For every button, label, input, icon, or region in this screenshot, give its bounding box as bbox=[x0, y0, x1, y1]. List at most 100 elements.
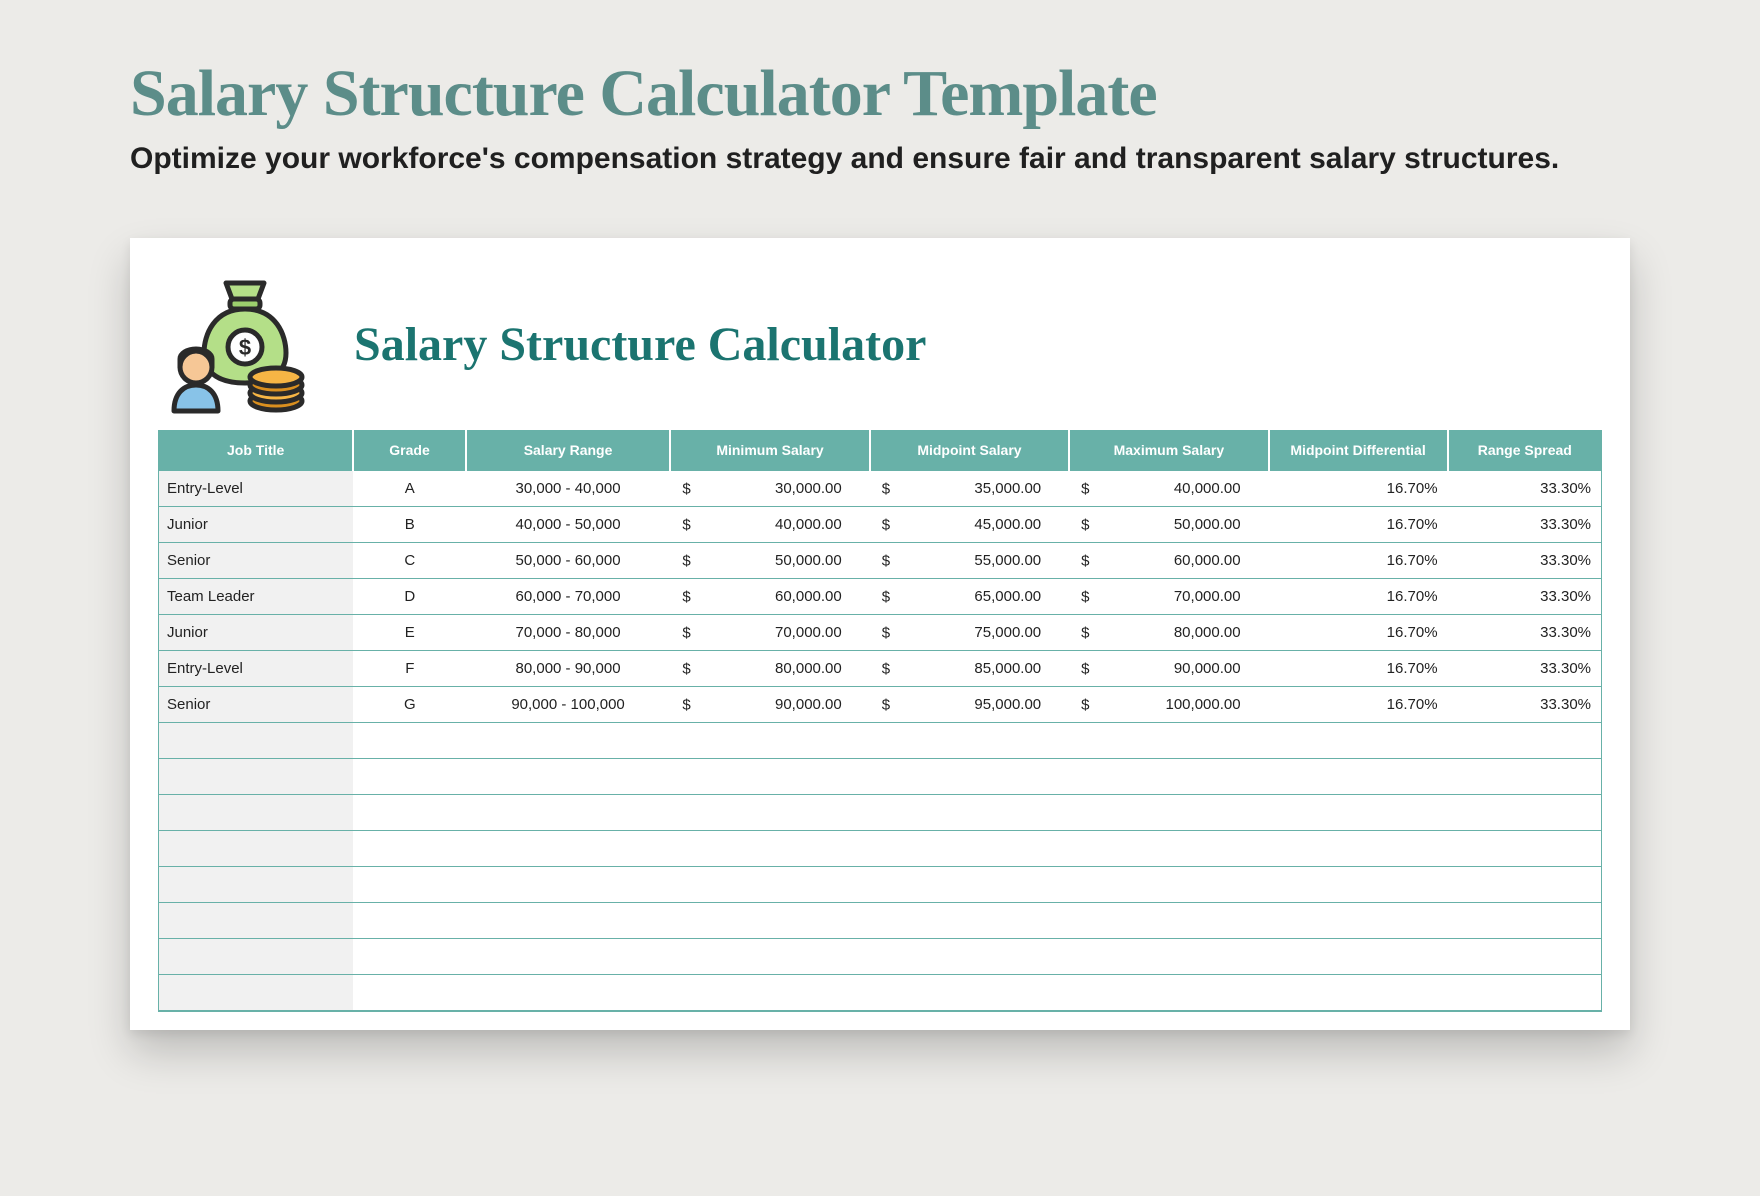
cell-grade[interactable]: E bbox=[353, 615, 465, 651]
cell-salary-range[interactable]: 80,000 - 90,000 bbox=[466, 651, 671, 687]
cell-empty[interactable] bbox=[1448, 795, 1601, 831]
cell-mid-salary[interactable]: $85,000.00 bbox=[870, 651, 1069, 687]
cell-empty[interactable] bbox=[670, 975, 869, 1011]
cell-empty[interactable] bbox=[1069, 867, 1268, 903]
cell-salary-range[interactable]: 70,000 - 80,000 bbox=[466, 615, 671, 651]
cell-grade[interactable]: G bbox=[353, 687, 465, 723]
cell-job-title[interactable]: Entry-Level bbox=[159, 471, 353, 507]
cell-grade[interactable]: D bbox=[353, 579, 465, 615]
cell-empty[interactable] bbox=[159, 831, 353, 867]
cell-min-salary[interactable]: $30,000.00 bbox=[670, 471, 869, 507]
cell-empty[interactable] bbox=[870, 795, 1069, 831]
cell-mid-salary[interactable]: $75,000.00 bbox=[870, 615, 1069, 651]
cell-empty[interactable] bbox=[466, 939, 671, 975]
cell-mid-diff[interactable]: 16.70% bbox=[1269, 651, 1448, 687]
cell-mid-diff[interactable]: 16.70% bbox=[1269, 615, 1448, 651]
cell-empty[interactable] bbox=[353, 903, 465, 939]
cell-empty[interactable] bbox=[1448, 975, 1601, 1011]
cell-empty[interactable] bbox=[1448, 903, 1601, 939]
cell-job-title[interactable]: Team Leader bbox=[159, 579, 353, 615]
cell-range-spread[interactable]: 33.30% bbox=[1448, 471, 1601, 507]
cell-range-spread[interactable]: 33.30% bbox=[1448, 651, 1601, 687]
cell-empty[interactable] bbox=[159, 903, 353, 939]
cell-empty[interactable] bbox=[159, 759, 353, 795]
cell-mid-diff[interactable]: 16.70% bbox=[1269, 471, 1448, 507]
cell-empty[interactable] bbox=[159, 795, 353, 831]
cell-empty[interactable] bbox=[870, 939, 1069, 975]
cell-job-title[interactable]: Senior bbox=[159, 543, 353, 579]
cell-empty[interactable] bbox=[1069, 939, 1268, 975]
cell-empty[interactable] bbox=[466, 723, 671, 759]
cell-empty[interactable] bbox=[1269, 975, 1448, 1011]
cell-empty[interactable] bbox=[159, 723, 353, 759]
cell-empty[interactable] bbox=[353, 867, 465, 903]
cell-empty[interactable] bbox=[670, 867, 869, 903]
cell-max-salary[interactable]: $70,000.00 bbox=[1069, 579, 1268, 615]
cell-empty[interactable] bbox=[670, 831, 869, 867]
cell-min-salary[interactable]: $40,000.00 bbox=[670, 507, 869, 543]
cell-max-salary[interactable]: $60,000.00 bbox=[1069, 543, 1268, 579]
cell-empty[interactable] bbox=[870, 831, 1069, 867]
cell-empty[interactable] bbox=[466, 867, 671, 903]
cell-mid-diff[interactable]: 16.70% bbox=[1269, 579, 1448, 615]
cell-mid-salary[interactable]: $55,000.00 bbox=[870, 543, 1069, 579]
cell-empty[interactable] bbox=[1069, 723, 1268, 759]
cell-empty[interactable] bbox=[1069, 903, 1268, 939]
cell-min-salary[interactable]: $50,000.00 bbox=[670, 543, 869, 579]
cell-job-title[interactable]: Senior bbox=[159, 687, 353, 723]
cell-empty[interactable] bbox=[466, 759, 671, 795]
cell-empty[interactable] bbox=[159, 975, 353, 1011]
cell-job-title[interactable]: Junior bbox=[159, 615, 353, 651]
cell-mid-diff[interactable]: 16.70% bbox=[1269, 507, 1448, 543]
cell-empty[interactable] bbox=[670, 795, 869, 831]
cell-empty[interactable] bbox=[1269, 867, 1448, 903]
cell-salary-range[interactable]: 60,000 - 70,000 bbox=[466, 579, 671, 615]
cell-grade[interactable]: F bbox=[353, 651, 465, 687]
cell-empty[interactable] bbox=[1269, 939, 1448, 975]
cell-mid-diff[interactable]: 16.70% bbox=[1269, 687, 1448, 723]
cell-min-salary[interactable]: $70,000.00 bbox=[670, 615, 869, 651]
cell-empty[interactable] bbox=[1069, 759, 1268, 795]
cell-empty[interactable] bbox=[466, 795, 671, 831]
cell-empty[interactable] bbox=[353, 759, 465, 795]
cell-empty[interactable] bbox=[466, 831, 671, 867]
cell-range-spread[interactable]: 33.30% bbox=[1448, 507, 1601, 543]
cell-empty[interactable] bbox=[670, 939, 869, 975]
cell-empty[interactable] bbox=[870, 975, 1069, 1011]
cell-empty[interactable] bbox=[1448, 939, 1601, 975]
cell-empty[interactable] bbox=[1448, 867, 1601, 903]
cell-salary-range[interactable]: 40,000 - 50,000 bbox=[466, 507, 671, 543]
cell-min-salary[interactable]: $60,000.00 bbox=[670, 579, 869, 615]
cell-range-spread[interactable]: 33.30% bbox=[1448, 543, 1601, 579]
cell-empty[interactable] bbox=[670, 723, 869, 759]
cell-empty[interactable] bbox=[870, 759, 1069, 795]
cell-max-salary[interactable]: $50,000.00 bbox=[1069, 507, 1268, 543]
cell-empty[interactable] bbox=[353, 939, 465, 975]
cell-range-spread[interactable]: 33.30% bbox=[1448, 687, 1601, 723]
cell-mid-salary[interactable]: $45,000.00 bbox=[870, 507, 1069, 543]
cell-empty[interactable] bbox=[1448, 723, 1601, 759]
cell-salary-range[interactable]: 90,000 - 100,000 bbox=[466, 687, 671, 723]
cell-empty[interactable] bbox=[353, 975, 465, 1011]
cell-empty[interactable] bbox=[1069, 975, 1268, 1011]
cell-empty[interactable] bbox=[1069, 795, 1268, 831]
cell-salary-range[interactable]: 50,000 - 60,000 bbox=[466, 543, 671, 579]
cell-empty[interactable] bbox=[1269, 795, 1448, 831]
cell-empty[interactable] bbox=[353, 723, 465, 759]
cell-mid-salary[interactable]: $35,000.00 bbox=[870, 471, 1069, 507]
cell-max-salary[interactable]: $90,000.00 bbox=[1069, 651, 1268, 687]
cell-job-title[interactable]: Entry-Level bbox=[159, 651, 353, 687]
cell-min-salary[interactable]: $80,000.00 bbox=[670, 651, 869, 687]
cell-range-spread[interactable]: 33.30% bbox=[1448, 615, 1601, 651]
cell-empty[interactable] bbox=[1269, 759, 1448, 795]
cell-empty[interactable] bbox=[870, 903, 1069, 939]
cell-empty[interactable] bbox=[870, 723, 1069, 759]
cell-salary-range[interactable]: 30,000 - 40,000 bbox=[466, 471, 671, 507]
cell-empty[interactable] bbox=[1448, 831, 1601, 867]
cell-empty[interactable] bbox=[466, 903, 671, 939]
cell-empty[interactable] bbox=[159, 939, 353, 975]
cell-empty[interactable] bbox=[1269, 903, 1448, 939]
cell-min-salary[interactable]: $90,000.00 bbox=[670, 687, 869, 723]
cell-mid-diff[interactable]: 16.70% bbox=[1269, 543, 1448, 579]
cell-job-title[interactable]: Junior bbox=[159, 507, 353, 543]
